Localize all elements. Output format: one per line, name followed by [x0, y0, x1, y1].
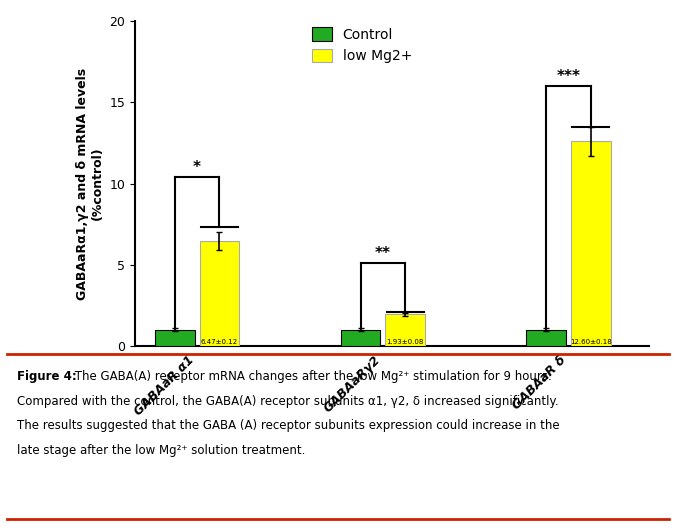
Text: **: ** [375, 246, 391, 261]
Bar [527, 330, 566, 346]
Text: 6.47±0.12: 6.47±0.12 [201, 338, 238, 345]
Text: The GABA(A) receptor mRNA changes after the low Mg²⁺ stimulation for 9 hours.: The GABA(A) receptor mRNA changes after … [71, 370, 552, 383]
Text: Compared with the control, the GABA(A) receptor subunits α1, γ2, δ increased sig: Compared with the control, the GABA(A) r… [17, 395, 558, 408]
Legend: Control, low Mg2+: Control, low Mg2+ [306, 22, 418, 69]
Text: 1.93±0.08: 1.93±0.08 [387, 338, 424, 345]
Bar [385, 314, 425, 346]
Text: Figure 4:: Figure 4: [17, 370, 76, 383]
Text: late stage after the low Mg²⁺ solution treatment.: late stage after the low Mg²⁺ solution t… [17, 444, 306, 456]
Text: ***: *** [556, 69, 581, 84]
Text: 12.60±0.18: 12.60±0.18 [570, 338, 612, 345]
Bar [199, 241, 239, 346]
Text: The results suggested that the GABA (A) receptor subunits expression could incre: The results suggested that the GABA (A) … [17, 419, 560, 432]
Text: *: * [193, 160, 201, 174]
Bar [341, 330, 381, 346]
Bar [571, 142, 610, 346]
Y-axis label: GABAaRα1,γ2 and δ mRNA levels
(%control): GABAaRα1,γ2 and δ mRNA levels (%control) [76, 68, 104, 300]
Bar [155, 330, 195, 346]
